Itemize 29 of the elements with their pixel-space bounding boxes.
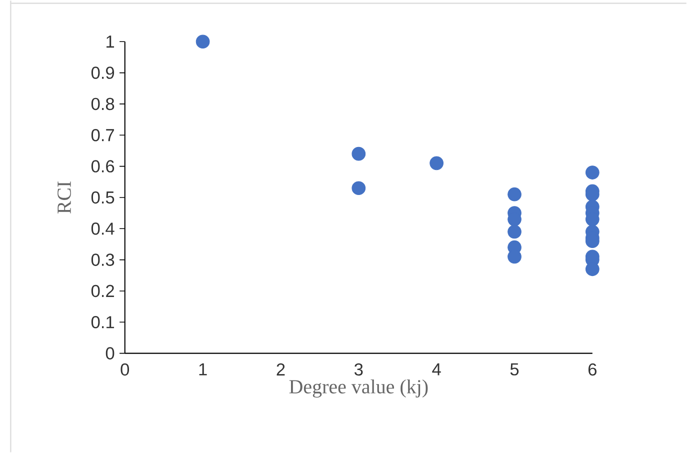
y-tick-label: 0.1 bbox=[91, 316, 114, 328]
y-tick-label: 0.4 bbox=[91, 222, 114, 235]
x-tick-label: 3 bbox=[354, 363, 363, 376]
y-tick-label: 0.7 bbox=[91, 129, 114, 142]
point bbox=[508, 187, 522, 202]
x-tick-label: 2 bbox=[276, 363, 285, 376]
point bbox=[585, 262, 600, 276]
y-tick-label: 0.2 bbox=[91, 284, 114, 298]
y-tick-label: 0 bbox=[106, 347, 114, 360]
y-tick-label: 0.3 bbox=[91, 254, 114, 266]
y-tick-label: 1 bbox=[106, 36, 114, 48]
y-tick-label: 0.9 bbox=[91, 66, 114, 79]
point bbox=[352, 146, 366, 161]
point bbox=[585, 166, 600, 180]
y-tick-label: 0.8 bbox=[91, 98, 114, 110]
point bbox=[508, 224, 522, 239]
x-tick-label: 0 bbox=[120, 363, 130, 376]
x-tick-label: 5 bbox=[510, 363, 519, 376]
point bbox=[430, 156, 444, 170]
point bbox=[196, 34, 210, 49]
x-tick-label: 1 bbox=[199, 363, 207, 376]
x-axis-title: Degree value (kj) bbox=[289, 379, 428, 398]
y-tick-label: 0.5 bbox=[91, 191, 114, 204]
point bbox=[508, 250, 522, 264]
y-tick-label: 0.6 bbox=[91, 160, 114, 172]
y-axis-title: RCI bbox=[58, 182, 71, 214]
x-tick-label: 4 bbox=[432, 363, 441, 376]
point bbox=[352, 181, 366, 196]
x-tick-label: 6 bbox=[588, 363, 596, 376]
